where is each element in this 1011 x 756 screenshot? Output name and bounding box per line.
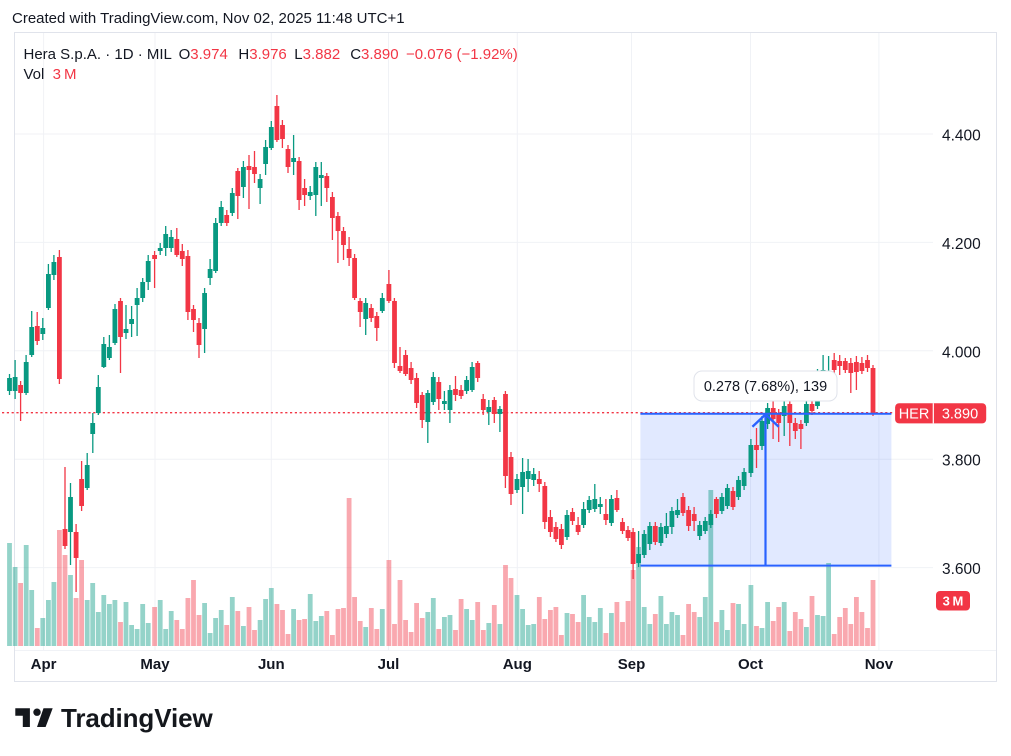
- svg-text:Jun: Jun: [258, 656, 285, 673]
- svg-text:4.000: 4.000: [942, 344, 981, 361]
- svg-text:4.200: 4.200: [942, 236, 981, 253]
- svg-text:4.400: 4.400: [942, 128, 981, 145]
- svg-text:3.800: 3.800: [942, 453, 981, 470]
- svg-text:3.600: 3.600: [942, 561, 981, 578]
- svg-text:HER: HER: [899, 406, 930, 422]
- svg-text:May: May: [140, 656, 170, 673]
- svg-text:Sep: Sep: [618, 656, 646, 673]
- svg-text:Jul: Jul: [378, 656, 400, 673]
- svg-text:Apr: Apr: [31, 656, 57, 673]
- svg-text:Oct: Oct: [738, 656, 763, 673]
- svg-text:0.278 (7.68%), 139: 0.278 (7.68%), 139: [704, 379, 827, 395]
- svg-text:Aug: Aug: [503, 656, 532, 673]
- svg-text:Nov: Nov: [865, 656, 894, 673]
- svg-text:3.890: 3.890: [942, 406, 978, 422]
- svg-text:3 M: 3 M: [943, 594, 964, 609]
